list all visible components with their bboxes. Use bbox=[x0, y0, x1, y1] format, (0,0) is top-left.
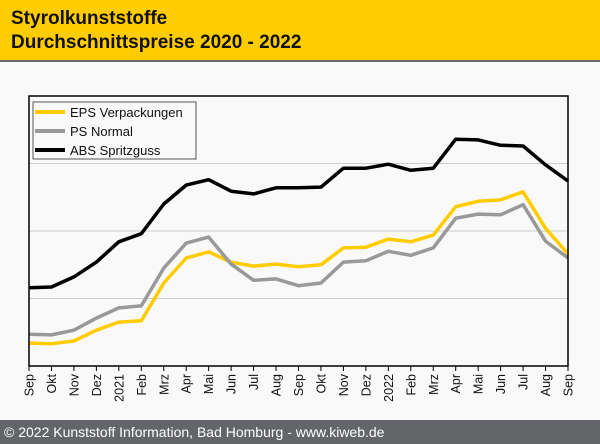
chart-header: Styrolkunststoffe Durchschnittspreise 20… bbox=[0, 0, 600, 62]
x-tick-label: Nov bbox=[337, 373, 351, 396]
series-line-1 bbox=[28, 202, 570, 337]
x-tick-label: Feb bbox=[135, 374, 149, 396]
x-tick-label: Jul bbox=[517, 374, 531, 390]
legend-label: PS Normal bbox=[70, 124, 133, 139]
x-tick-label: Sep bbox=[292, 374, 306, 396]
x-tick-label: 2022 bbox=[382, 374, 396, 402]
x-tick-label: Sep bbox=[23, 374, 37, 396]
x-tick-label: Nov bbox=[67, 373, 81, 396]
x-tick-label: Aug bbox=[270, 374, 284, 396]
x-tick-label: Mrz bbox=[157, 374, 171, 395]
x-tick-label: Mai bbox=[202, 374, 216, 394]
x-tick-label: Jun bbox=[494, 374, 508, 394]
x-tick-label: Mai bbox=[472, 374, 486, 394]
x-axis: Sep Okt Nov Dez 2021 Feb Mrz Apr Mai Jun Jul Aug Sep… bbox=[23, 366, 576, 402]
x-tick-label: Jun bbox=[225, 374, 239, 394]
x-tick-label: Feb bbox=[404, 374, 418, 396]
series-lines bbox=[28, 137, 570, 346]
x-tick-label: Apr bbox=[180, 374, 194, 393]
x-tick-label: Sep bbox=[562, 374, 576, 396]
x-tick-label: 2021 bbox=[112, 374, 126, 402]
line-chart: Sep Okt Nov Dez 2021 Feb Mrz Apr Mai Jun Jul Aug Sep… bbox=[23, 95, 576, 402]
x-tick-label: Okt bbox=[314, 373, 328, 393]
legend-label: EPS Verpackungen bbox=[70, 105, 183, 120]
x-tick-label: Jul bbox=[247, 374, 261, 390]
series-line-0 bbox=[28, 190, 570, 346]
chart-title-line2: Durchschnittspreise 2020 - 2022 bbox=[11, 32, 302, 53]
legend: EPS Verpackungen PS Normal ABS Spritzguss bbox=[32, 101, 197, 160]
x-tick-label: Aug bbox=[539, 374, 553, 396]
legend-label: ABS Spritzguss bbox=[70, 143, 161, 158]
x-tick-label: Apr bbox=[449, 374, 463, 393]
x-tick-label: Mrz bbox=[427, 374, 441, 395]
copyright-footer: © 2022 Kunststoff Information, Bad Hombu… bbox=[0, 420, 600, 444]
gridlines bbox=[29, 163, 568, 299]
chart-title-line1: Styrolkunststoffe bbox=[11, 8, 168, 29]
x-tick-label: Dez bbox=[90, 374, 104, 396]
x-tick-label: Okt bbox=[45, 373, 59, 393]
series-line-2 bbox=[28, 137, 570, 290]
x-tick-label: Dez bbox=[359, 374, 373, 396]
